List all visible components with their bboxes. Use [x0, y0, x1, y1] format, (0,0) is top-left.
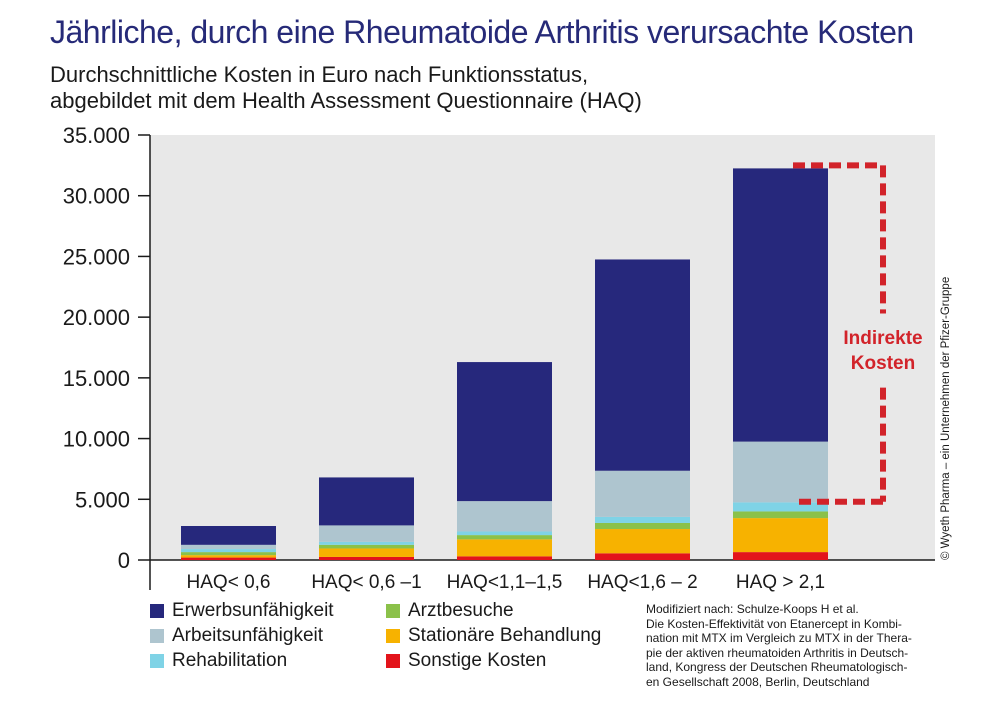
legend-swatch [150, 629, 164, 643]
legend-item: Sonstige Kosten [386, 650, 546, 672]
bar-segment [457, 539, 552, 557]
bar-segment [181, 552, 276, 556]
y-tick-label: 30.000 [63, 184, 130, 209]
y-tick-label: 5.000 [75, 487, 130, 512]
stacked-bar-chart: 0 5.000 10.000 15.000 20.000 25.000 30.000 35.0… [63, 123, 935, 593]
bar-segment [457, 535, 552, 540]
source-line: land, Kongress der Deutschen Rheumatolog… [646, 660, 908, 674]
chart-title: Jährliche, durch eine Rheumatoide Arthri… [50, 14, 914, 50]
bar-segment [733, 552, 828, 560]
y-tick-label: 0 [118, 548, 130, 573]
subtitle-line-1: Durchschnittliche Kosten in Euro nach Fu… [50, 62, 589, 87]
bar-segment [181, 555, 276, 558]
bar-segment [733, 441, 828, 503]
y-tick-label: 10.000 [63, 427, 130, 452]
source-line: Modifiziert nach: Schulze-Koops H et al. [646, 602, 859, 616]
legend-swatch [150, 654, 164, 668]
legend-item: Rehabilitation [150, 650, 287, 672]
legend-item: Erwerbsunfähigkeit [150, 600, 334, 622]
source-line: pie der aktiven rheumatoiden Arthritis i… [646, 645, 909, 660]
legend-swatch [386, 629, 400, 643]
bar-segment [733, 502, 828, 512]
bar-segment [319, 544, 414, 549]
legend-label: Stationäre Behandlung [408, 625, 602, 646]
bar-segment [319, 556, 414, 560]
legend-label: Rehabilitation [172, 650, 288, 671]
x-tick-label: HAQ > 2,1 [736, 572, 825, 593]
bar-segment [595, 529, 690, 554]
subtitle-line-2: abgebildet mit dem Health Assessment Que… [50, 88, 642, 113]
source-line: Die Kosten-Effektivität von Etanercept i… [646, 616, 902, 631]
bar-segment [595, 516, 690, 523]
legend-item: Stationäre Behandlung [386, 625, 601, 647]
x-tick-label: HAQ< 0,6 –1 [311, 572, 421, 593]
legend-label: Sonstige Kosten [408, 650, 547, 671]
bar-segment [733, 518, 828, 553]
source-note: Modifiziert nach: Schulze-Koops H et al.… [646, 602, 946, 689]
y-tick-label: 15.000 [63, 366, 130, 391]
bar-segment [181, 526, 276, 545]
bar-segment [457, 556, 552, 560]
bar-segment [595, 522, 690, 530]
y-tick-label: 20.000 [63, 305, 130, 330]
bar-segment [319, 541, 414, 545]
bar-segment [733, 511, 828, 519]
source-line: en Gesellschaft 2008, Berlin, Deutschlan… [646, 674, 870, 689]
bar-segment [181, 544, 276, 550]
bar-segment [457, 531, 552, 536]
bar-segment [733, 168, 828, 442]
bar-segment [319, 548, 414, 557]
bar-segment [181, 557, 276, 560]
bar-segment [595, 470, 690, 517]
legend-item: Arbeitsunfähigkeit [150, 625, 323, 647]
annotation-label: Kosten [851, 353, 915, 374]
bar-segment [595, 259, 690, 471]
legend-item: Arztbesuche [386, 600, 514, 622]
copyright-note: © Wyeth Pharma – ein Unternehmen der Pfi… [940, 276, 952, 560]
legend-label: Erwerbsunfähigkeit [172, 600, 334, 621]
legend-label: Arztbesuche [408, 600, 514, 621]
legend-swatch [386, 654, 400, 668]
x-tick-label: HAQ<1,1–1,5 [447, 572, 563, 593]
legend-label: Arbeitsunfähigkeit [172, 625, 324, 646]
source-line: nation mit MTX im Vergleich zu MTX in de… [646, 631, 912, 645]
bar-segment [457, 362, 552, 502]
legend-swatch [150, 604, 164, 618]
x-tick-label: HAQ< 0,6 [187, 572, 271, 593]
bar-segment [319, 525, 414, 542]
chart-subtitle: Durchschnittliche Kosten in Euro nach Fu… [50, 62, 642, 114]
y-tick-label: 25.000 [63, 244, 130, 269]
bar-segment [319, 477, 414, 526]
legend-swatch [386, 604, 400, 618]
bar-segment [595, 553, 690, 560]
y-tick-label: 35.000 [63, 123, 130, 148]
annotation-label: Indirekte [843, 328, 922, 349]
bar-segment [457, 501, 552, 532]
bar-segment [181, 549, 276, 553]
x-tick-label: HAQ<1,6 – 2 [587, 572, 697, 593]
